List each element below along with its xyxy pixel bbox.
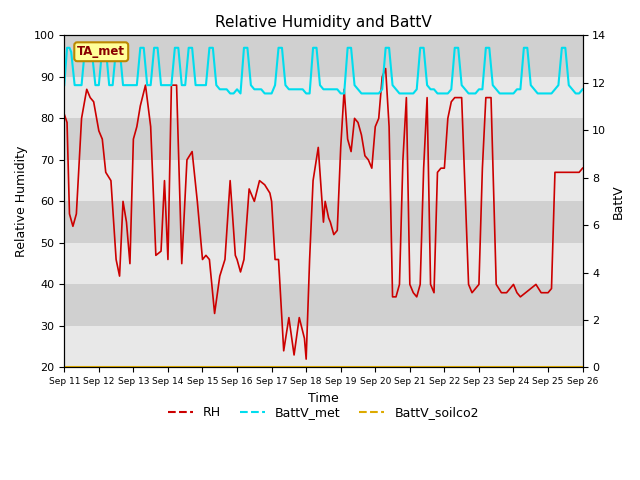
Bar xyxy=(64,243,582,285)
Bar xyxy=(64,202,582,243)
Y-axis label: Relative Humidity: Relative Humidity xyxy=(15,146,28,257)
Y-axis label: BattV: BattV xyxy=(612,184,625,219)
Bar xyxy=(64,326,582,367)
Bar xyxy=(64,160,582,202)
Bar xyxy=(64,77,582,119)
Bar xyxy=(64,119,582,160)
Bar xyxy=(64,285,582,326)
Legend: RH, BattV_met, BattV_soilco2: RH, BattV_met, BattV_soilco2 xyxy=(163,401,484,424)
Bar xyxy=(64,36,582,77)
Text: TA_met: TA_met xyxy=(77,45,125,58)
Title: Relative Humidity and BattV: Relative Humidity and BattV xyxy=(215,15,432,30)
X-axis label: Time: Time xyxy=(308,392,339,405)
